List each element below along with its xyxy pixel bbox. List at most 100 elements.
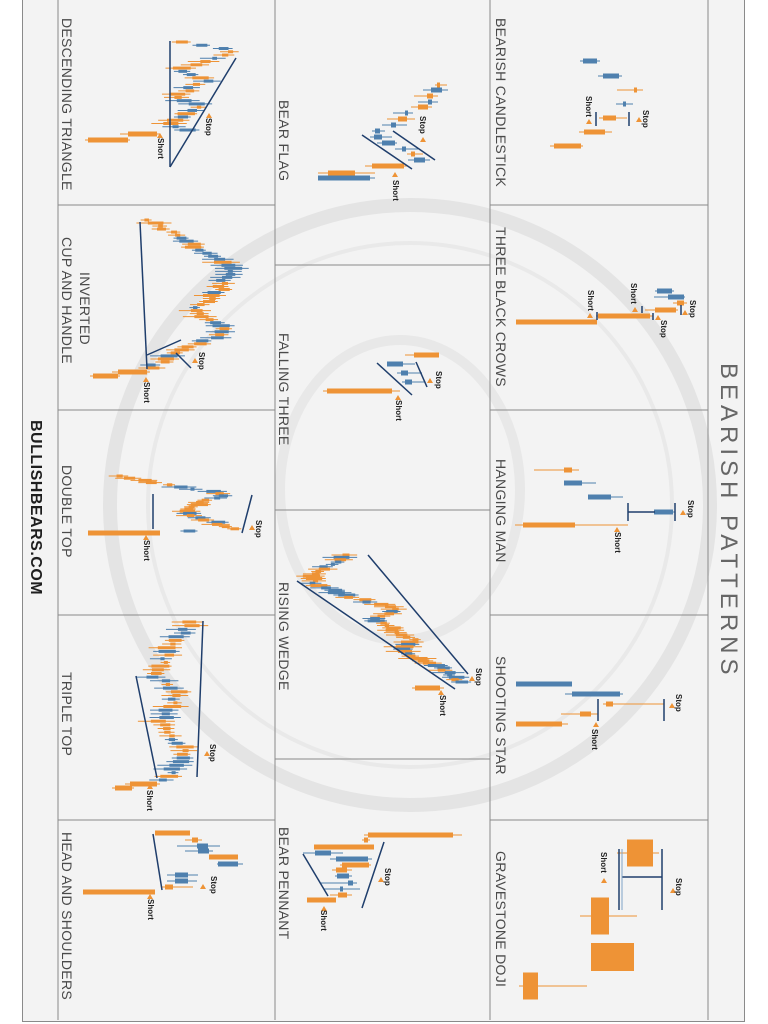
short-label: Short	[156, 138, 165, 159]
stop-label: Stop	[204, 118, 213, 136]
short-label: Short	[438, 695, 447, 716]
bearish-candle	[655, 307, 676, 313]
bearish-candle	[150, 719, 166, 723]
bullish-candle	[362, 600, 371, 604]
bullish-candle	[211, 520, 226, 524]
bullish-candle	[572, 691, 620, 697]
bearish-candle	[209, 854, 238, 860]
bullish-candle	[197, 843, 208, 849]
bearish-candle	[172, 693, 181, 697]
bullish-candle	[330, 562, 335, 566]
bearish-candle	[130, 781, 157, 787]
bearish-candle	[200, 60, 211, 64]
bullish-candle	[176, 99, 192, 103]
bearish-candle	[342, 862, 369, 868]
bearish-candle	[190, 309, 203, 313]
bullish-candle	[146, 675, 159, 679]
bearish-candle	[591, 943, 634, 971]
bearish-candle	[83, 889, 155, 895]
bullish-candle	[161, 679, 171, 683]
trend-line	[361, 134, 413, 170]
bearish-candle	[334, 558, 347, 562]
trend-line	[392, 130, 436, 161]
bullish-candle	[444, 671, 456, 675]
bearish-candle	[116, 474, 123, 478]
bearish-candle	[523, 972, 538, 1000]
bullish-candle	[203, 79, 214, 83]
bullish-candle	[168, 635, 184, 639]
stop-label: Stop	[474, 668, 483, 686]
bearish-candle	[157, 227, 166, 231]
bearish-candle	[169, 92, 186, 96]
bearish-candle	[184, 245, 202, 249]
stop-label: Stop	[641, 110, 650, 128]
trend-line	[175, 352, 192, 369]
bearish-candle	[190, 63, 203, 67]
bearish-candle	[219, 327, 230, 331]
trend-line	[152, 833, 163, 891]
bearish-candle	[174, 348, 189, 352]
bullish-candle	[178, 69, 188, 73]
bearish-candle	[415, 685, 440, 691]
bearish-candle	[305, 577, 323, 581]
bearish-candle	[186, 514, 195, 518]
trend-line	[296, 580, 456, 690]
bearish-candle	[307, 897, 336, 903]
bearish-candle	[184, 507, 193, 511]
bullish-candle	[216, 278, 226, 282]
title-bear-pennant: BEAR PENNANT	[276, 827, 292, 940]
bullish-candle	[401, 642, 416, 646]
stop-arrow-icon	[200, 884, 206, 889]
bullish-candle	[212, 324, 230, 328]
bearish-candle	[163, 727, 171, 731]
bearish-candle	[182, 620, 197, 624]
title-inverted-cup-line2: CUP AND HANDLE	[59, 237, 75, 364]
bullish-candle	[210, 321, 222, 325]
bullish-candle	[340, 886, 343, 892]
bearish-candle	[203, 300, 215, 304]
bearish-candle	[196, 312, 204, 316]
bearish-candle	[166, 483, 173, 487]
bullish-candle	[387, 361, 403, 367]
bearish-candle	[523, 522, 575, 528]
bullish-candle	[348, 880, 353, 886]
bullish-candle	[211, 336, 224, 340]
bearish-candle	[165, 884, 173, 890]
bearish-candle	[451, 678, 459, 682]
bearish-candle	[167, 118, 184, 122]
bearish-candle	[302, 574, 321, 578]
bullish-candle	[208, 254, 219, 258]
bearish-candle	[151, 668, 164, 672]
bearish-candle	[202, 294, 220, 298]
bearish-candle	[171, 690, 188, 694]
bullish-candle	[171, 741, 183, 745]
bullish-candle	[186, 73, 196, 77]
bullish-candle	[195, 516, 206, 520]
bullish-candle	[405, 652, 413, 656]
title-head-and-shoulders: HEAD AND SHOULDERS	[59, 832, 75, 1000]
bullish-candle	[172, 125, 179, 129]
bullish-candle	[174, 485, 188, 489]
bearish-candle	[160, 723, 171, 727]
stop-label: Stop	[659, 320, 668, 338]
bearish-candle	[160, 774, 179, 778]
bullish-candle	[159, 716, 174, 720]
bearish-candle	[214, 260, 232, 264]
bearish-candle	[344, 595, 353, 599]
brand-logo-text: BULLISHBEARS.COM	[27, 420, 44, 596]
bearish-candle	[158, 224, 163, 228]
trend-line	[367, 554, 469, 675]
bullish-candle	[321, 586, 331, 590]
stop-arrow-icon	[249, 525, 255, 530]
bullish-candle	[158, 778, 167, 782]
bullish-candle	[202, 251, 212, 255]
trend-line	[361, 841, 385, 909]
bullish-candle	[657, 288, 672, 294]
bullish-candle	[338, 593, 356, 597]
bearish-candle	[172, 66, 191, 70]
bullish-candle	[222, 275, 233, 279]
bearish-candle	[192, 82, 201, 86]
watermark-ring	[103, 198, 717, 812]
bullish-candle	[414, 157, 425, 163]
bullish-candle	[188, 102, 205, 106]
